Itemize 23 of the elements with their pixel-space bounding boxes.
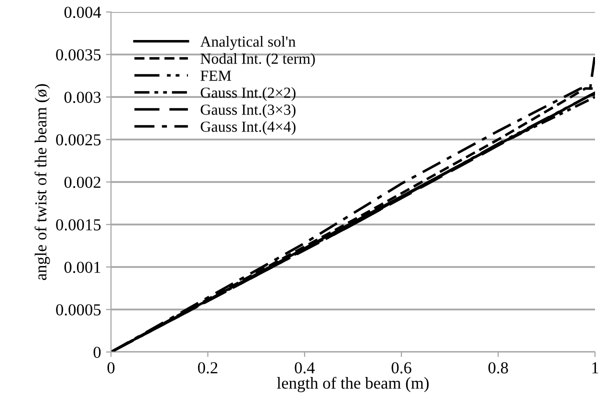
legend-label: Nodal Int. (2 term) [200, 53, 315, 67]
legend-label: Analytical sol'n [200, 36, 296, 50]
legend-label: Gauss Int.(2×2) [200, 87, 296, 101]
y-tick-label: 0.0015 [56, 219, 101, 231]
y-tick-label: 0.004 [64, 6, 102, 18]
x-tick-label: 0 [107, 362, 115, 374]
y-tick-label: 0.001 [64, 262, 100, 274]
x-tick-label: 1 [592, 362, 598, 374]
y-tick-label: 0.0005 [56, 304, 101, 316]
x-tick-label: 0.2 [198, 362, 218, 374]
x-tick-label: 0.4 [294, 362, 315, 374]
y-tick-label: 0.0035 [56, 49, 101, 61]
x-tick-label: 0.8 [488, 362, 508, 374]
legend-label: Gauss Int.(4×4) [200, 121, 296, 135]
y-tick-label: 0.002 [64, 176, 100, 188]
x-axis-title: length of the beam (m) [276, 376, 429, 392]
legend-label: FEM [200, 70, 232, 81]
y-axis-title: angle of twist of the beam (ø) [34, 84, 50, 280]
y-tick-label: 0.003 [64, 92, 101, 104]
x-tick-label: 0.6 [392, 362, 412, 374]
y-tick-label: 0 [94, 346, 101, 358]
y-tick-label: 0.0025 [56, 134, 101, 146]
legend-label: Gauss Int.(3×3) [200, 104, 296, 118]
